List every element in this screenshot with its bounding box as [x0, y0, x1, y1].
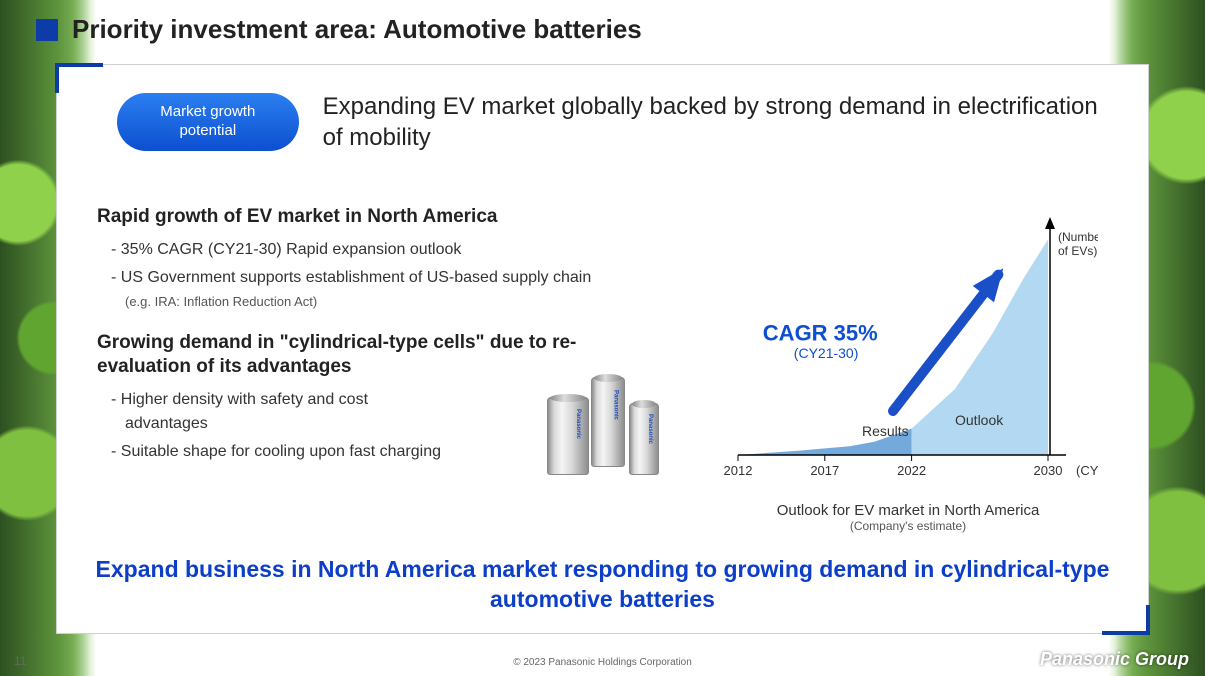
battery-cells-image: Panasonic Panasonic Panasonic	[547, 385, 677, 475]
svg-text:CAGR 35%: CAGR 35%	[763, 321, 878, 346]
page-title: Priority investment area: Automotive bat…	[72, 14, 642, 45]
svg-text:(CY): (CY)	[1076, 463, 1098, 478]
svg-text:(Number: (Number	[1058, 230, 1098, 244]
section2-bullet1: Higher density with safety and cost adva…	[111, 388, 431, 436]
svg-text:2030: 2030	[1034, 463, 1063, 478]
svg-text:of EVs): of EVs)	[1058, 244, 1097, 258]
battery-cell-icon: Panasonic	[547, 397, 589, 475]
svg-text:2022: 2022	[897, 463, 926, 478]
headline-row: Market growth potential Expanding EV mar…	[117, 91, 1108, 153]
bottom-message: Expand business in North America market …	[57, 555, 1148, 615]
battery-cell-icon: Panasonic	[629, 403, 659, 475]
section1-note: (e.g. IRA: Inflation Reduction Act)	[125, 294, 657, 309]
svg-text:(CY21-30): (CY21-30)	[794, 345, 859, 361]
chart-title-text: Outlook for EV market in North America	[777, 502, 1040, 519]
svg-text:2017: 2017	[810, 463, 839, 478]
market-growth-pill: Market growth potential	[117, 93, 299, 151]
ev-outlook-chart: 2012 2017 2022 2030 (CY) (Numberof EVs) Result…	[718, 195, 1098, 505]
headline-text: Expanding EV market globally backed by s…	[323, 91, 1108, 153]
svg-text:2012: 2012	[724, 463, 753, 478]
copyright-text: © 2023 Panasonic Holdings Corporation	[0, 657, 1205, 668]
cell-brand-label: Panasonic	[612, 390, 618, 420]
content-card: Market growth potential Expanding EV mar…	[56, 64, 1149, 634]
section2-title: Growing demand in "cylindrical-type cell…	[97, 331, 657, 380]
svg-text:Outlook: Outlook	[955, 412, 1004, 428]
section1-title: Rapid growth of EV market in North Ameri…	[97, 205, 657, 230]
battery-cell-icon: Panasonic	[591, 377, 625, 467]
section1-bullet1: 35% CAGR (CY21-30) Rapid expansion outlo…	[111, 238, 657, 262]
chart-title: Outlook for EV market in North America (…	[718, 502, 1098, 533]
chart-subtitle: (Company's estimate)	[718, 519, 1098, 533]
cell-brand-label: Panasonic	[647, 414, 653, 444]
title-accent-square	[36, 19, 58, 41]
svg-text:Results: Results	[862, 423, 909, 439]
brand-logo-text: Panasonic Group	[1040, 649, 1189, 670]
card-corner-top-left	[55, 63, 103, 93]
cell-brand-label: Panasonic	[575, 409, 581, 439]
slide-header: Priority investment area: Automotive bat…	[36, 14, 642, 45]
slide-footer: 11 © 2023 Panasonic Holdings Corporation…	[0, 650, 1205, 670]
section1-bullet2: US Government supports establishment of …	[111, 266, 657, 290]
